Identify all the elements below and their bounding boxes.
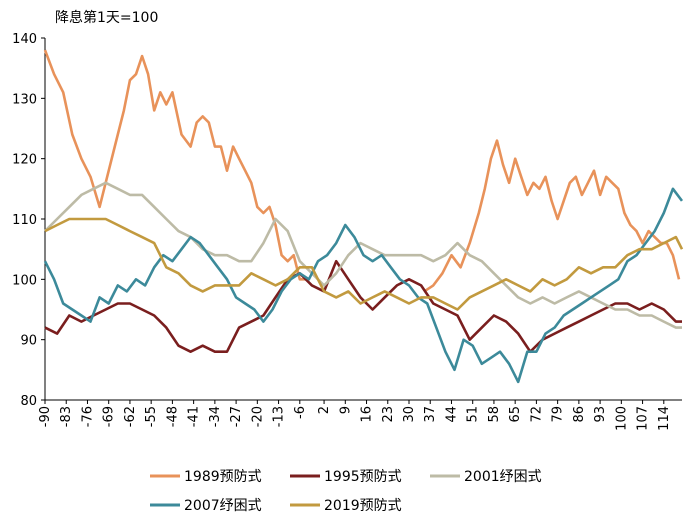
x-tick-label: 107 [636,406,651,431]
x-tick-label: 51 [466,406,481,423]
legend-label-0: 1989预防式 [184,469,262,485]
x-tick-label: 93 [593,406,608,423]
x-tick-label: 58 [487,406,502,423]
x-tick-label: -34 [208,406,223,427]
y-axis-unit-label: 降息第1天=100 [55,9,158,26]
x-tick-label: -83 [59,406,74,427]
legend-label-4: 2019预防式 [324,498,402,514]
series-layer [43,49,684,384]
y-tick-label: 120 [12,153,37,168]
x-tick-label: -62 [123,406,138,427]
y-tick-label: 110 [12,213,37,228]
legend-label-3: 2007纾困式 [184,498,262,514]
y-tick-label: 130 [12,92,37,107]
x-tick-label: -20 [250,406,265,427]
series-line-3 [44,181,682,329]
x-tick-label: -48 [165,406,180,427]
y-tick-label: 80 [20,394,37,409]
series-line-5 [44,217,684,311]
series-line-0 [43,49,306,281]
x-tick-label: -41 [187,406,202,427]
x-tick-label: 37 [423,406,438,423]
x-tick-label: -69 [102,406,117,427]
x-tick-label: 114 [657,406,672,431]
x-tick-label: 9 [338,406,353,414]
series-line-2 [44,259,682,354]
x-tick-label: -90 [38,406,53,427]
y-tick-label: 100 [12,273,37,288]
x-tick-label: 100 [614,406,629,431]
x-tick-label: -76 [80,406,95,427]
x-tick-label: -27 [229,406,244,427]
x-tick-label: 72 [529,406,544,423]
series-line-1 [423,139,681,293]
legend-label-2: 2001纾困式 [464,469,542,485]
y-tick-label: 90 [20,334,37,349]
x-tick-label: 44 [444,406,459,423]
x-tick-label: -6 [293,406,308,419]
x-tick-label: 86 [572,406,587,423]
x-tick-label: 65 [508,406,523,423]
x-tick-label: 23 [381,406,396,423]
y-tick-label: 140 [12,32,37,47]
x-tick-label: -55 [144,406,159,427]
legend-label-1: 1995预防式 [324,469,402,485]
legend: 1989预防式 1995预防式 2001纾困式 2007纾困式 2019预防式 [150,469,542,514]
x-tick-label: 16 [360,406,375,423]
x-tick-label: 2 [317,406,332,414]
x-tick-label: -13 [272,406,287,427]
series-line-4 [43,187,684,384]
x-tick-label: 79 [551,406,566,423]
x-tick-label: 30 [402,406,417,423]
